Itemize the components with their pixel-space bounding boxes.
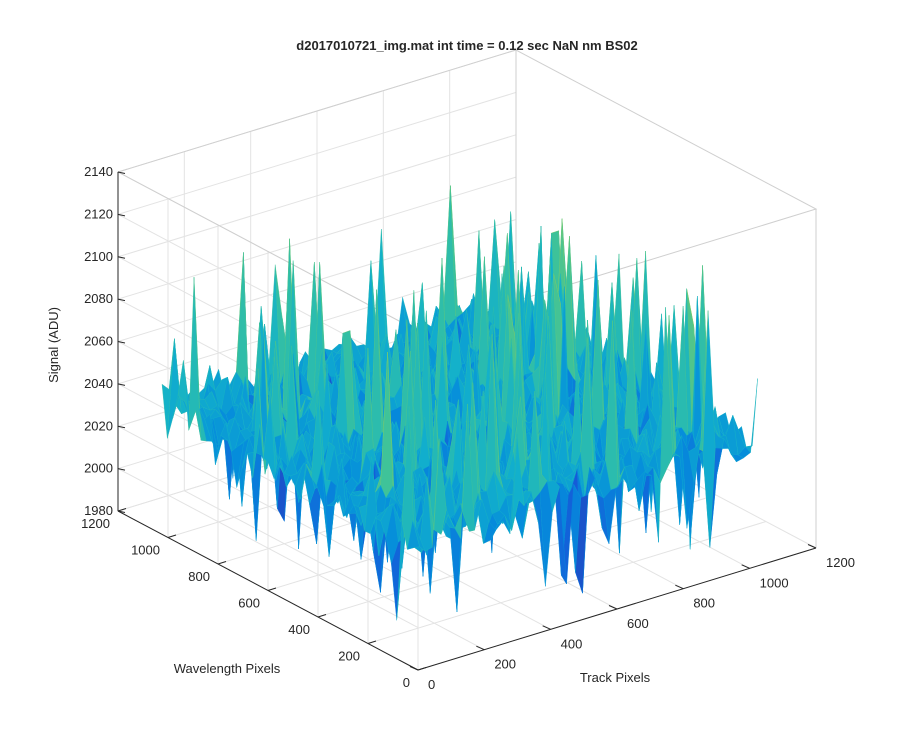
- y-tick-label: 1000: [131, 543, 160, 558]
- surface-cell: [744, 378, 758, 453]
- x-tick-label: 1200: [826, 555, 855, 570]
- y-tick: [417, 667, 427, 671]
- z-tick-label: 2140: [84, 164, 113, 179]
- surface-cell: [412, 520, 426, 552]
- x-tick: [542, 625, 551, 630]
- y-tick: [217, 561, 227, 565]
- z-tick-label: 2080: [84, 291, 113, 306]
- z-tick-label: 2060: [84, 334, 113, 349]
- x-tick: [409, 666, 419, 671]
- z-tick-label: 2020: [84, 418, 113, 433]
- z-tick-label: 2000: [84, 461, 113, 476]
- z-tick-label: 1980: [84, 503, 113, 518]
- z-tick: [117, 383, 126, 386]
- z-tick-label: 2120: [84, 206, 113, 221]
- y-tick: [317, 614, 327, 618]
- x-tick-label: 400: [561, 636, 583, 651]
- y-tick: [117, 508, 127, 512]
- y-tick-label: 200: [338, 649, 360, 664]
- chart-title: d2017010721_img.mat int time = 0.12 sec …: [296, 38, 637, 53]
- y-tick-label: 600: [238, 596, 260, 611]
- x-tick: [741, 564, 750, 569]
- y-tick-label: 400: [288, 622, 310, 637]
- x-tick-label: 1000: [760, 575, 789, 590]
- z-tick: [117, 468, 126, 471]
- z-tick-label: 2040: [84, 376, 113, 391]
- z-tick: [117, 171, 126, 174]
- x-tick: [608, 605, 618, 610]
- x-tick: [476, 645, 485, 651]
- x-tick-label: 200: [494, 657, 516, 672]
- z-tick: [117, 213, 126, 217]
- surface-layer: [161, 185, 758, 621]
- z-tick: [117, 298, 126, 302]
- x-tick-label: 600: [627, 616, 649, 631]
- y-tick-label: 0: [403, 675, 410, 690]
- x-tick-label: 0: [428, 677, 435, 692]
- y-tick-label: 1200: [81, 516, 110, 531]
- axis-layer: [117, 171, 817, 671]
- z-tick: [117, 256, 126, 259]
- x-tick: [807, 544, 817, 549]
- z-tick: [117, 425, 126, 429]
- x-axis-label: Track Pixels: [580, 670, 651, 685]
- x-tick-label: 800: [693, 596, 715, 611]
- tick-label-layer: 1980200020202040206020802100212021400200…: [81, 164, 855, 692]
- box-top-edge: [117, 49, 818, 332]
- surface-cell: [574, 260, 588, 359]
- x-tick: [675, 584, 684, 590]
- z-axis-label: Signal (ADU): [46, 307, 61, 383]
- z-tick: [117, 341, 126, 344]
- z-tick-label: 2100: [84, 249, 113, 264]
- y-tick: [167, 534, 177, 538]
- y-axis-label: Wavelength Pixels: [174, 661, 281, 676]
- y-tick: [267, 587, 277, 591]
- y-tick: [367, 640, 377, 644]
- z-tick: [117, 510, 126, 513]
- y-tick-label: 800: [188, 569, 210, 584]
